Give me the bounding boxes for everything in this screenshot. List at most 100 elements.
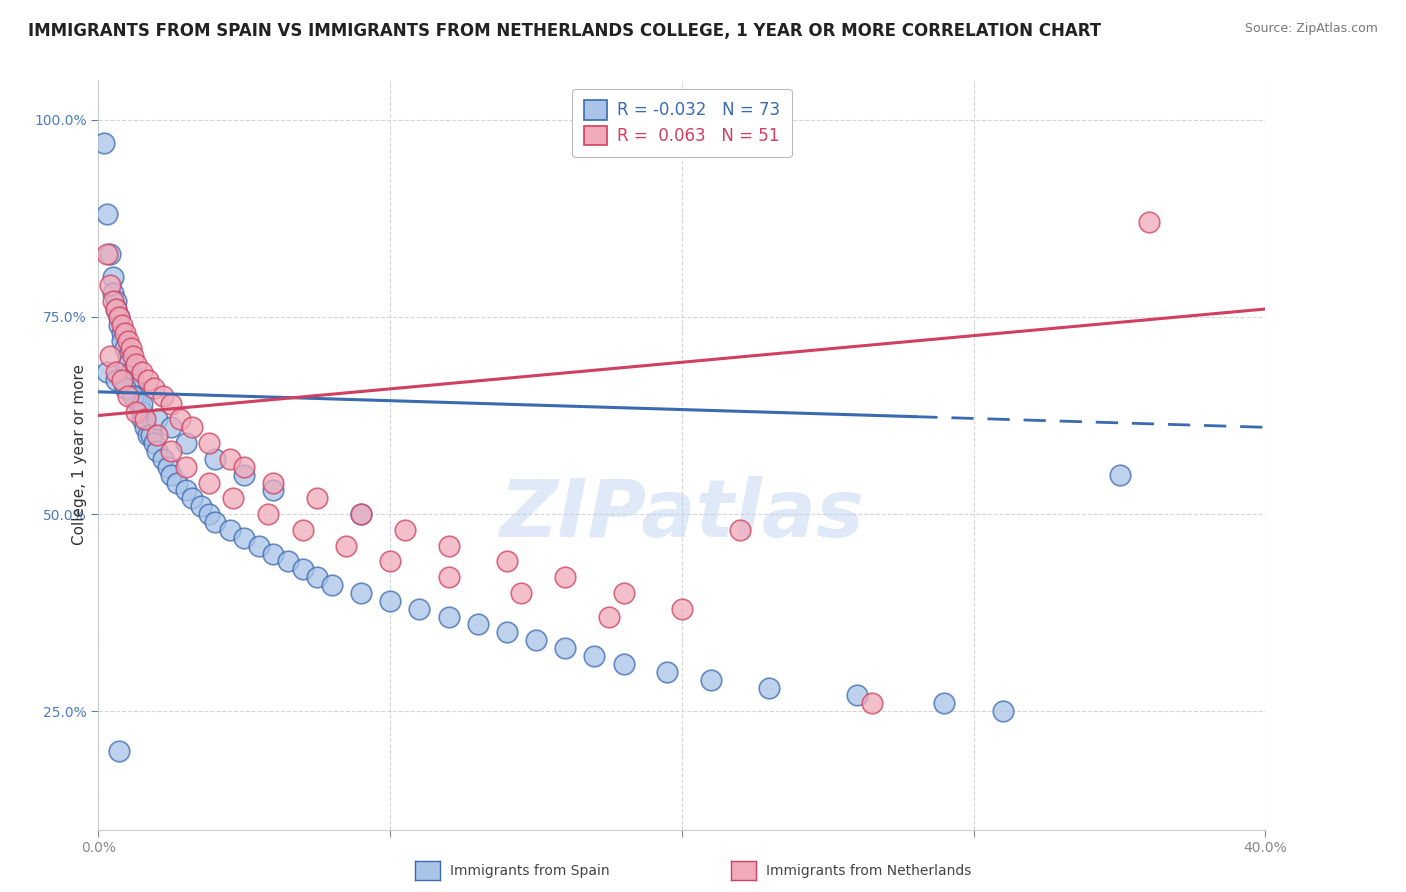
Point [437,609,460,624]
Point [120,342,142,356]
Point [131,412,153,426]
Point [307,570,329,584]
Point [108,310,131,324]
Point [160,467,183,482]
Point [142,381,165,395]
Point [218,451,240,466]
Point [860,697,883,711]
Point [408,601,430,615]
Point [166,475,188,490]
Point [467,617,489,632]
Point [510,586,533,600]
Point [128,397,150,411]
Point [262,475,284,490]
Point [114,326,136,340]
Point [152,389,174,403]
Point [204,451,226,466]
Point [496,625,519,640]
Point [350,507,373,521]
Point [221,491,243,506]
Point [598,609,620,624]
Point [174,436,197,450]
Point [136,373,159,387]
Point [111,318,134,332]
Point [101,294,124,309]
Point [114,342,136,356]
Point [180,420,202,434]
Point [991,704,1014,718]
Text: ZIPatlas: ZIPatlas [499,475,865,554]
Point [98,247,121,261]
Point [117,334,139,348]
Point [160,397,183,411]
Point [554,570,576,584]
Point [98,278,121,293]
Point [291,562,314,576]
Point [93,136,115,151]
Point [101,286,124,301]
Point [846,689,869,703]
Point [190,499,212,513]
Point [111,326,134,340]
Text: IMMIGRANTS FROM SPAIN VS IMMIGRANTS FROM NETHERLANDS COLLEGE, 1 YEAR OR MORE COR: IMMIGRANTS FROM SPAIN VS IMMIGRANTS FROM… [28,22,1101,40]
Point [122,349,145,363]
Point [104,301,127,316]
Point [117,349,139,363]
Point [117,389,139,403]
Point [657,665,679,679]
Point [335,539,357,553]
Point [111,334,134,348]
Point [174,459,197,474]
Point [160,444,183,458]
Point [96,365,118,379]
Point [98,349,121,363]
Point [218,523,240,537]
Point [111,373,134,387]
Point [307,491,329,506]
Point [157,459,180,474]
Point [125,404,148,418]
Point [524,633,547,648]
Point [934,697,956,711]
Point [350,586,373,600]
Point [291,523,314,537]
Point [146,412,169,426]
Point [256,507,278,521]
Point [180,491,202,506]
Point [152,451,174,466]
Point [350,507,373,521]
Point [117,357,139,371]
Point [321,578,343,592]
Point [233,531,256,545]
Point [204,515,226,529]
Point [198,436,221,450]
Point [125,389,148,403]
Point [122,373,145,387]
Point [262,547,284,561]
Point [104,365,127,379]
Point [160,420,183,434]
Text: Source: ZipAtlas.com: Source: ZipAtlas.com [1244,22,1378,36]
Point [146,428,169,442]
Point [496,554,519,568]
Point [583,648,606,663]
Point [1108,467,1130,482]
Point [169,412,191,426]
Point [612,586,634,600]
Point [114,381,136,395]
Point [437,539,460,553]
Point [1137,215,1160,229]
Point [122,389,145,403]
Point [730,523,752,537]
Point [125,357,148,371]
Point [101,270,124,285]
Point [277,554,299,568]
Point [131,365,153,379]
Point [233,467,256,482]
Point [262,483,284,498]
Legend: R = -0.032   N = 73, R =  0.063   N = 51: R = -0.032 N = 73, R = 0.063 N = 51 [572,88,792,157]
Point [142,436,165,450]
Point [247,539,270,553]
Point [108,318,131,332]
Point [233,459,256,474]
